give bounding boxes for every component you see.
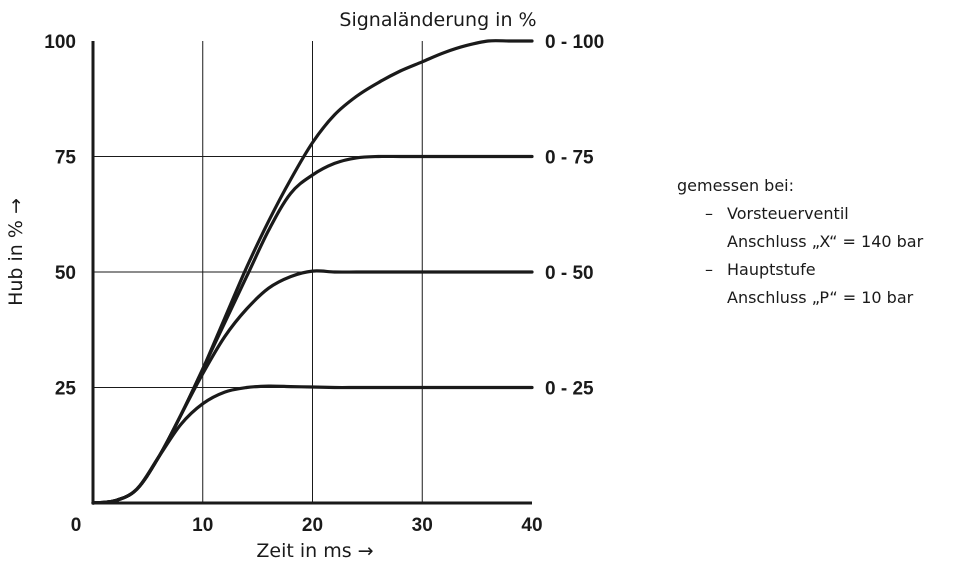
- series-label: 0 - 50: [545, 263, 594, 284]
- x-tick-label: 40: [521, 515, 542, 536]
- y-tick-label: 50: [55, 263, 76, 284]
- curves: [91, 39, 534, 505]
- x-tick-label: 10: [192, 515, 213, 536]
- y-axis-label: Hub in % →: [5, 198, 27, 306]
- note-item-detail: Anschluss „X“ = 140 bar: [727, 232, 924, 251]
- plot-frame: [91, 41, 532, 505]
- note-item-pilot-valve: – Vorsteuerventil: [677, 200, 923, 228]
- x-tick-label: 20: [302, 515, 323, 536]
- note-item-detail: Anschluss „P“ = 10 bar: [727, 288, 914, 307]
- measurement-note: gemessen bei: – Vorsteuerventil Anschlus…: [677, 172, 923, 312]
- note-heading: gemessen bei:: [677, 176, 795, 195]
- chart-title: Signaländerung in %: [339, 9, 536, 31]
- series-label: 0 - 100: [545, 32, 604, 53]
- series-label: 0 - 25: [545, 379, 594, 400]
- note-dash: –: [705, 204, 713, 223]
- note-item-main-stage: – Hauptstufe: [677, 256, 923, 284]
- series-label: 0 - 75: [545, 148, 594, 169]
- note-item-title: Hauptstufe: [727, 260, 816, 279]
- y-tick-label: 75: [55, 148, 77, 169]
- note-dash: –: [705, 260, 713, 279]
- y-tick-label: 100: [44, 32, 76, 53]
- series-line: [91, 384, 534, 505]
- x-axis-label: Zeit in ms →: [256, 540, 373, 562]
- note-item-title: Vorsteuerventil: [727, 204, 849, 223]
- y-tick-label: 25: [55, 379, 77, 400]
- x-tick-label: 0: [71, 515, 82, 536]
- x-tick-label: 30: [412, 515, 433, 536]
- ticks: 0 10 20 30 40 25 50 75 100 0 - 100 0 - 75 0 - 50 0 -…: [44, 32, 604, 536]
